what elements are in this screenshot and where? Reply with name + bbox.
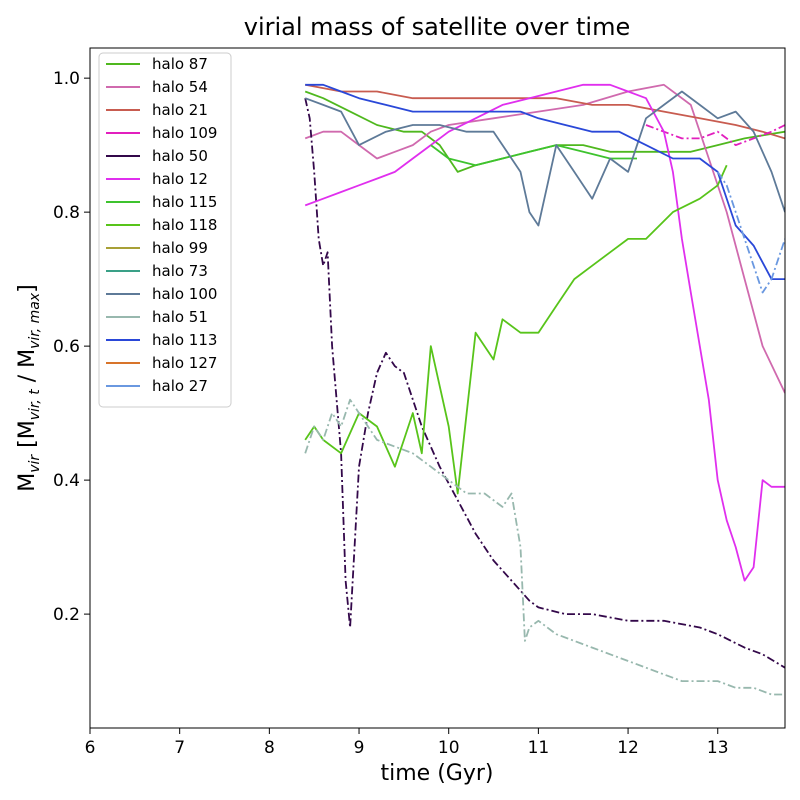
legend-label: halo 118 [152, 216, 217, 234]
legend-label: halo 54 [152, 78, 208, 96]
legend-label: halo 109 [152, 124, 217, 142]
x-tick-label: 7 [174, 738, 185, 758]
series-line-halo-109 [645, 124, 785, 146]
x-tick-label: 13 [707, 738, 729, 758]
series-line-halo-51 [304, 398, 785, 696]
chart-title: virial mass of satellite over time [244, 13, 630, 41]
y-tick-label: 0.2 [53, 605, 80, 625]
y-tick-label: 0.6 [53, 337, 80, 357]
legend-label: halo 21 [152, 101, 208, 119]
series-line-halo-27 [716, 171, 785, 294]
series-line-halo-50 [304, 98, 785, 669]
series-line-halo-118 [304, 164, 728, 495]
x-tick-label: 9 [354, 738, 365, 758]
series-line-halo-100 [304, 90, 785, 227]
legend-label: halo 100 [152, 285, 217, 303]
legend-label: halo 50 [152, 147, 208, 165]
legend-box [98, 52, 232, 408]
series-line-halo-12 [304, 83, 785, 582]
series-line-halo-115 [430, 144, 637, 167]
legend-label: halo 73 [152, 262, 208, 280]
y-tick-label: 0.4 [53, 471, 80, 491]
y-axis-label: Mvir [Mvir, t / Mvir, max] [15, 284, 43, 492]
x-tick-label: 10 [438, 738, 460, 758]
x-tick-label: 12 [617, 738, 639, 758]
legend-label: halo 27 [152, 377, 208, 395]
legend-label: halo 127 [152, 354, 217, 372]
legend: halo 87 halo 54 halo 21 halo 109 halo 50 halo… [98, 52, 232, 408]
series-layer [304, 83, 785, 696]
y-tick-label: 0.8 [53, 203, 80, 223]
legend-label: halo 12 [152, 170, 208, 188]
legend-label: halo 87 [152, 55, 208, 73]
x-axis: 6 7 8 9 10 11 12 13 [85, 728, 729, 758]
y-axis: 0.2 0.4 0.6 0.8 1.0 [53, 69, 90, 625]
legend-label: halo 113 [152, 331, 217, 349]
legend-label: halo 99 [152, 239, 208, 257]
x-tick-label: 6 [85, 738, 96, 758]
x-axis-label: time (Gyr) [381, 761, 494, 786]
series-line-halo-113 [305, 83, 785, 280]
legend-label: halo 51 [152, 308, 208, 326]
x-tick-label: 8 [264, 738, 275, 758]
series-line-halo-21 [305, 83, 785, 140]
plot-frame [89, 47, 786, 729]
legend-label: halo 115 [152, 193, 217, 211]
y-tick-label: 1.0 [53, 69, 80, 89]
series-line-halo-54 [304, 83, 785, 394]
x-tick-label: 11 [528, 738, 550, 758]
